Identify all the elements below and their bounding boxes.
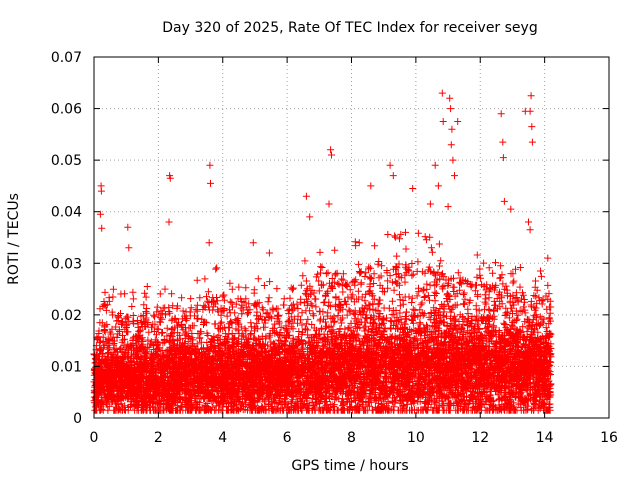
y-tick-label: 0.01 [51, 359, 82, 375]
y-axis-label: ROTI / TECUs [6, 193, 22, 285]
y-tick-label: 0.07 [51, 50, 82, 66]
x-tick-label: 4 [218, 430, 227, 446]
x-tick-labels: 0 2 4 6 8 10 12 14 16 [90, 430, 618, 446]
x-tick-label: 8 [347, 430, 356, 446]
axis-ticks [93, 56, 610, 419]
chart-title: Day 320 of 2025, Rate Of TEC Index for r… [162, 20, 537, 36]
x-tick-label: 6 [283, 430, 292, 446]
x-tick-label: 2 [154, 430, 163, 446]
x-tick-label: 12 [471, 430, 489, 446]
y-tick-label: 0 [73, 411, 82, 427]
roti-points [90, 89, 555, 414]
y-tick-label: 0.04 [51, 205, 82, 221]
y-tick-label: 0.02 [51, 308, 82, 324]
y-tick-label: 0.05 [51, 153, 82, 169]
x-tick-label: 10 [407, 430, 425, 446]
x-tick-label: 0 [90, 430, 99, 446]
x-tick-label: 14 [536, 430, 554, 446]
x-axis-label: GPS time / hours [291, 458, 408, 474]
y-tick-label: 0.03 [51, 256, 82, 272]
y-tick-label: 0.06 [51, 102, 82, 118]
data-points [90, 89, 555, 414]
y-tick-labels: 0 0.01 0.02 0.03 0.04 0.05 0.06 0.07 [51, 50, 82, 427]
x-tick-label: 16 [600, 430, 618, 446]
